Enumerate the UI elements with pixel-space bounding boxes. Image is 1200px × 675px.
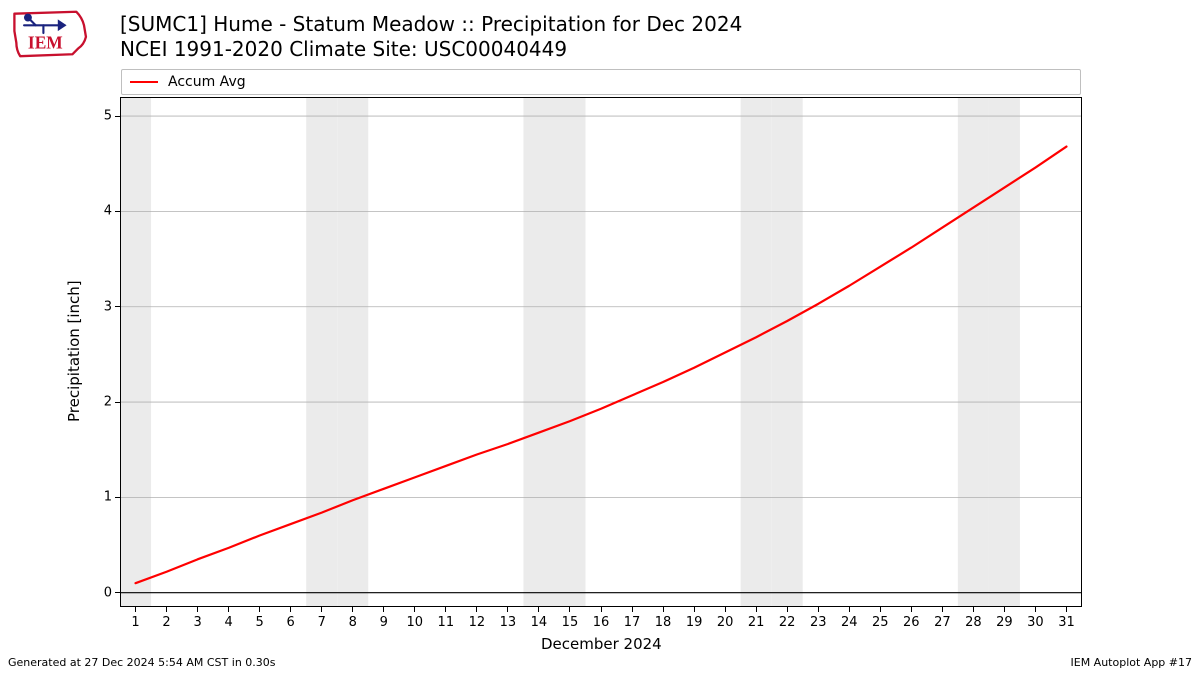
x-tick-label: 13 — [500, 615, 517, 630]
x-tick-label: 28 — [965, 615, 982, 630]
x-tick-mark — [352, 607, 353, 612]
x-tick-label: 27 — [934, 615, 951, 630]
x-tick-mark — [787, 607, 788, 612]
x-tick-label: 18 — [655, 615, 672, 630]
x-tick-mark — [445, 607, 446, 612]
x-tick-label: 31 — [1058, 615, 1075, 630]
x-tick-mark — [663, 607, 664, 612]
x-tick-mark — [476, 607, 477, 612]
x-tick-label: 9 — [380, 615, 388, 630]
x-tick-mark — [849, 607, 850, 612]
y-tick-label: 3 — [92, 299, 112, 314]
y-tick-label: 4 — [92, 204, 112, 219]
x-tick-mark — [259, 607, 260, 612]
y-tick-mark — [115, 497, 120, 498]
x-tick-mark — [197, 607, 198, 612]
x-tick-label: 24 — [841, 615, 858, 630]
x-tick-mark — [321, 607, 322, 612]
x-tick-mark — [569, 607, 570, 612]
footer-generated: Generated at 27 Dec 2024 5:54 AM CST in … — [8, 656, 276, 669]
x-tick-label: 17 — [624, 615, 641, 630]
x-tick-label: 19 — [686, 615, 703, 630]
y-tick-mark — [115, 116, 120, 117]
x-tick-label: 26 — [903, 615, 920, 630]
x-tick-label: 21 — [748, 615, 765, 630]
x-tick-mark — [756, 607, 757, 612]
x-tick-label: 16 — [593, 615, 610, 630]
x-tick-mark — [1035, 607, 1036, 612]
x-tick-mark — [818, 607, 819, 612]
x-tick-mark — [383, 607, 384, 612]
x-tick-mark — [880, 607, 881, 612]
x-tick-mark — [632, 607, 633, 612]
x-tick-mark — [135, 607, 136, 612]
chart-page: IEM [SUMC1] Hume - Statum Meadow :: Prec… — [0, 0, 1200, 675]
y-tick-label: 1 — [92, 490, 112, 505]
y-tick-label: 0 — [92, 585, 112, 600]
footer-appid: IEM Autoplot App #17 — [1071, 656, 1193, 669]
x-tick-mark — [1004, 607, 1005, 612]
x-tick-mark — [601, 607, 602, 612]
x-tick-label: 1 — [131, 615, 139, 630]
y-tick-mark — [115, 211, 120, 212]
y-tick-mark — [115, 592, 120, 593]
x-tick-mark — [290, 607, 291, 612]
y-tick-mark — [115, 306, 120, 307]
x-tick-mark — [538, 607, 539, 612]
x-tick-label: 15 — [562, 615, 579, 630]
x-tick-mark — [507, 607, 508, 612]
x-tick-label: 22 — [779, 615, 796, 630]
x-tick-mark — [166, 607, 167, 612]
x-tick-label: 10 — [407, 615, 424, 630]
x-tick-label: 8 — [349, 615, 357, 630]
x-tick-mark — [414, 607, 415, 612]
x-tick-label: 14 — [531, 615, 548, 630]
y-tick-label: 5 — [92, 109, 112, 124]
y-tick-label: 2 — [92, 395, 112, 410]
y-tick-mark — [115, 402, 120, 403]
x-tick-label: 5 — [256, 615, 264, 630]
x-tick-label: 11 — [438, 615, 455, 630]
x-tick-mark — [694, 607, 695, 612]
x-tick-label: 25 — [872, 615, 889, 630]
x-tick-label: 7 — [318, 615, 326, 630]
x-tick-label: 6 — [287, 615, 295, 630]
x-tick-mark — [911, 607, 912, 612]
x-tick-label: 30 — [1027, 615, 1044, 630]
x-tick-label: 23 — [810, 615, 827, 630]
x-tick-mark — [228, 607, 229, 612]
x-tick-mark — [942, 607, 943, 612]
x-tick-label: 20 — [717, 615, 734, 630]
x-tick-label: 4 — [224, 615, 232, 630]
x-tick-label: 29 — [996, 615, 1013, 630]
x-tick-mark — [1066, 607, 1067, 612]
x-tick-label: 12 — [469, 615, 486, 630]
x-tick-mark — [973, 607, 974, 612]
plot-svg — [0, 0, 1200, 675]
x-tick-mark — [725, 607, 726, 612]
x-tick-label: 2 — [162, 615, 170, 630]
x-tick-label: 3 — [193, 615, 201, 630]
